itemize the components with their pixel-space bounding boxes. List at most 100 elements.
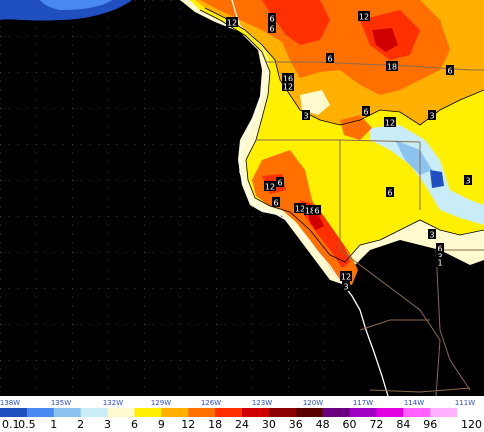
legend-value: 6: [131, 418, 138, 431]
longitude-label: 132W: [103, 399, 123, 407]
contour-label-box: [268, 23, 276, 33]
legend-swatch: [457, 408, 484, 417]
contour-label-box: [326, 53, 334, 63]
legend-value: 9: [158, 418, 165, 431]
legend-value: 96: [423, 418, 437, 431]
contour-label-box: [226, 17, 238, 27]
contour-label-box: [342, 281, 350, 291]
legend-value: 3: [104, 418, 111, 431]
contour-label-box: [276, 177, 284, 187]
contour-label: 18: [305, 207, 315, 216]
contour-label-box: [268, 13, 276, 23]
state-boundary-south: [359, 319, 430, 331]
contour-line-9: [204, 7, 484, 126]
contour-label: 12: [341, 273, 351, 282]
contour-label-box: [358, 11, 370, 21]
legend-value: 72: [369, 418, 383, 431]
legend-value: 2: [77, 418, 84, 431]
longitude-label: 126W: [201, 399, 221, 407]
longitude-label: 120W: [303, 399, 323, 407]
longitude-label: 135W: [51, 399, 71, 407]
contour-label: 12: [265, 183, 275, 192]
contour-label-box: [384, 117, 396, 127]
legend-value: 1: [50, 418, 57, 431]
legend-swatch: [376, 408, 404, 417]
contour-label: 3: [303, 112, 308, 121]
contour-label: 6: [314, 207, 319, 216]
contour-label: 1: [437, 259, 442, 268]
legend-value: 48: [316, 418, 330, 431]
precip-18-zone-north: [262, 0, 330, 45]
contour-label: 3: [429, 112, 434, 121]
contour-label: 6: [277, 179, 282, 188]
contour-label-box: [386, 61, 398, 71]
contour-label-box: [436, 243, 444, 253]
legend-swatch: [107, 408, 135, 417]
contour-label: 12: [283, 83, 293, 92]
legend-value: 36: [289, 418, 303, 431]
contour-label: 6: [387, 189, 392, 198]
legend-value: 0.5: [18, 418, 36, 431]
contour-label: 12: [295, 205, 305, 214]
legend-swatch: [242, 408, 270, 417]
longitude-label: 123W: [252, 399, 272, 407]
contour-label-box: [340, 271, 352, 281]
contour-label-box: [428, 110, 436, 120]
contour-label: 18: [387, 63, 397, 72]
contour-label-box: [264, 181, 276, 191]
legend-swatch: [26, 408, 55, 417]
contour-label: 6: [269, 15, 274, 24]
longitude-label: 114W: [404, 399, 424, 407]
contour-label-box: [362, 106, 370, 116]
legend-swatch: [215, 408, 243, 417]
legend-value: 30: [262, 418, 276, 431]
precip-24-zone-coast: [308, 212, 324, 230]
longitude-label: 111W: [455, 399, 475, 407]
contour-label: 6: [363, 108, 368, 117]
legend-swatch: [0, 408, 28, 417]
contour-label-box: [272, 197, 280, 207]
legend-swatch: [53, 408, 82, 417]
legend-value: 120: [461, 418, 482, 431]
contour-label-box: [304, 205, 316, 215]
longitude-label: 129W: [151, 399, 171, 407]
legend-swatch: [80, 408, 109, 417]
legend-swatch: [322, 408, 351, 417]
state-boundary-wa-or: [266, 61, 484, 71]
contour-label-box: [294, 203, 306, 213]
contour-label: 16: [283, 75, 293, 84]
legend-value: 24: [235, 418, 249, 431]
legend-swatch: [349, 408, 377, 417]
state-boundary-az-west: [435, 249, 471, 391]
longitude-label: 138W: [0, 399, 20, 407]
contour-label: 12: [227, 19, 237, 28]
contour-label-box: [436, 251, 444, 261]
contour-label: 6: [269, 25, 274, 34]
contour-label: 6: [447, 67, 452, 76]
contour-label-box: [436, 257, 444, 267]
legend-value: 12: [181, 418, 195, 431]
contour-label-box: [446, 65, 454, 75]
contour-label-box: [282, 73, 294, 83]
contour-labels: 1266121612618361236631266121863631123: [226, 11, 472, 292]
legend-swatch: [295, 408, 324, 417]
contour-label: 12: [359, 13, 369, 22]
legend-swatch: [430, 408, 458, 417]
light-zone-oregon: [300, 90, 330, 115]
legend-swatch: [403, 408, 431, 417]
state-boundary-ca-nv: [339, 140, 441, 397]
legend-swatch: [161, 408, 189, 417]
contour-label: 12: [385, 119, 395, 128]
precip-blob-northwest-inner: [40, 0, 112, 10]
contour-label-box: [428, 229, 436, 239]
contour-label: 3: [343, 283, 348, 292]
dry-pocket-core: [395, 140, 432, 175]
longitude-axis-bar: [0, 396, 484, 408]
precip-12-zone-interior: [340, 115, 372, 140]
border-mexico: [369, 387, 471, 393]
legend-value: 60: [343, 418, 357, 431]
precip-24-zone-northeast: [372, 28, 398, 52]
legend-value: 18: [208, 418, 222, 431]
